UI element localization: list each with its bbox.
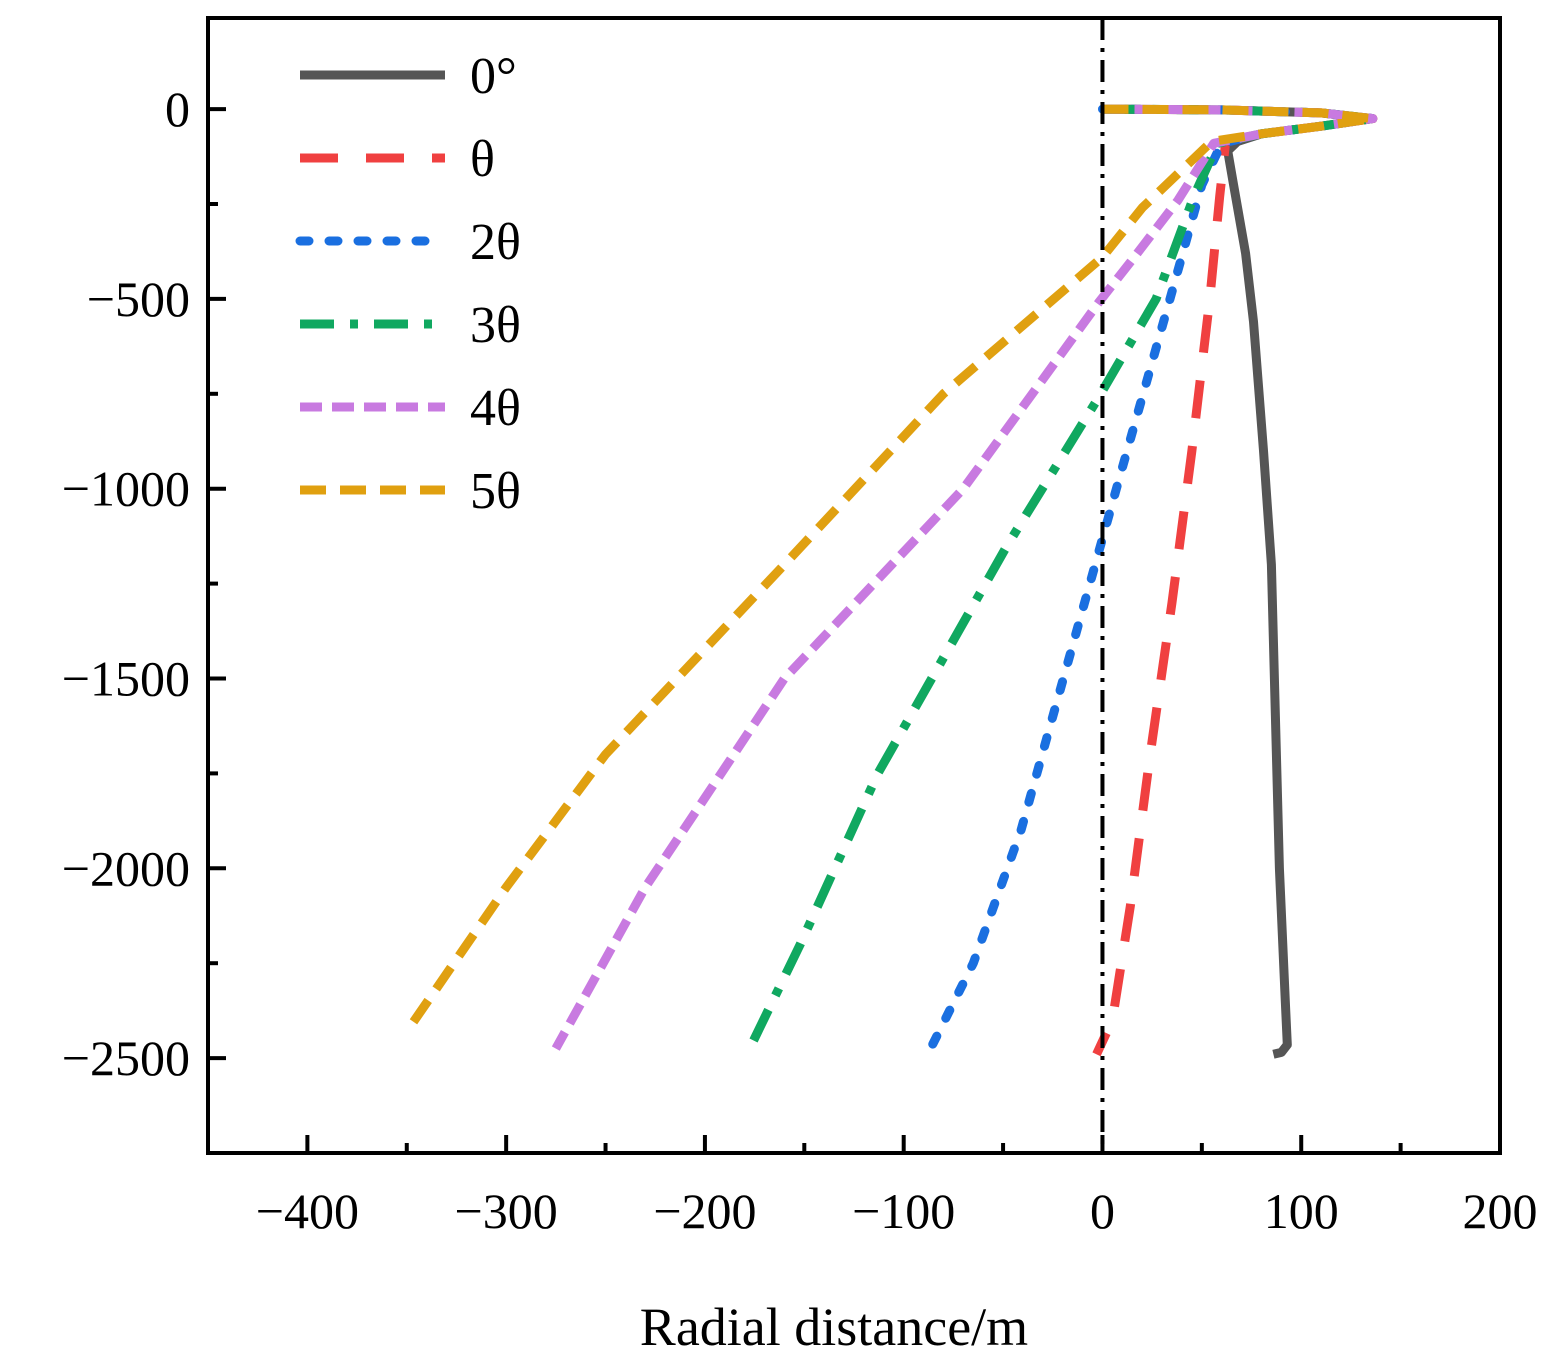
y-tick-label: −500 bbox=[87, 271, 190, 327]
x-axis-title: Radial distance/m bbox=[640, 1297, 1028, 1357]
x-tick-label: −200 bbox=[653, 1183, 756, 1239]
x-tick-label: −100 bbox=[852, 1183, 955, 1239]
legend-label-0: 0° bbox=[470, 48, 517, 105]
series-line-4 bbox=[551, 104, 1378, 1051]
legend-label-5: 5θ bbox=[470, 463, 521, 520]
y-tick-label: 0 bbox=[165, 81, 190, 137]
y-tick-label: −2000 bbox=[62, 840, 190, 896]
x-tick-label: −300 bbox=[455, 1183, 558, 1239]
x-tick-label: 0 bbox=[1090, 1183, 1115, 1239]
x-tick-label: 200 bbox=[1463, 1183, 1538, 1239]
x-tick-label: −400 bbox=[256, 1183, 359, 1239]
x-tick-label: 100 bbox=[1264, 1183, 1339, 1239]
y-tick-label: −2500 bbox=[62, 1030, 190, 1086]
series-line-5 bbox=[403, 104, 1378, 1035]
legend-label-1: θ bbox=[470, 131, 495, 188]
y-tick-label: −1000 bbox=[62, 461, 190, 517]
legend: 0° θ 2θ 3θ 4θ 5θ bbox=[295, 48, 521, 520]
axis-ticks: −400 −300 −200 −100 0 100 2000−500−1000−1500−2… bbox=[62, 81, 1538, 1239]
legend-label-2: 2θ bbox=[470, 214, 521, 271]
series-lines bbox=[403, 104, 1378, 1059]
y-tick-label: −1500 bbox=[62, 651, 190, 707]
legend-label-4: 4θ bbox=[470, 380, 521, 437]
legend-label-3: 3θ bbox=[470, 297, 521, 354]
